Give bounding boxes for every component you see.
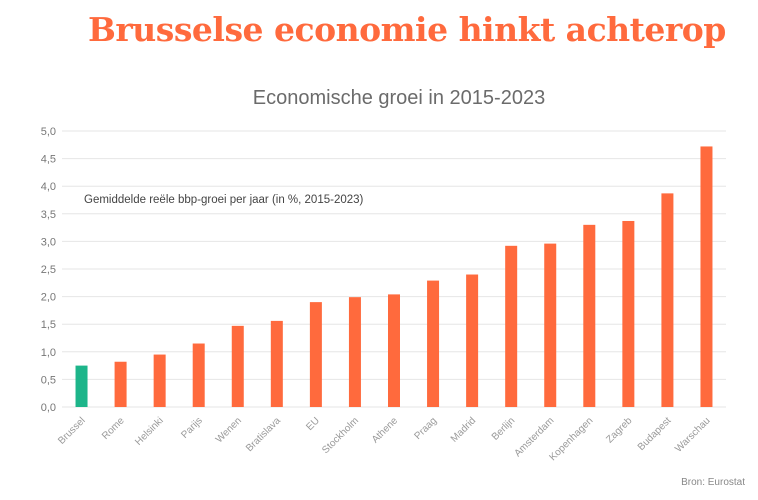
y-tick-label: 0,0 (41, 402, 56, 414)
x-tick-label: Bratislava (244, 415, 283, 454)
x-tick-label: Praag (413, 415, 440, 442)
y-tick-label: 3,0 (41, 236, 56, 248)
x-tick-label: Berlijn (490, 415, 517, 442)
y-tick-label: 5,0 (41, 126, 56, 138)
bar-budapest (661, 193, 674, 407)
chart-title: Economische groei in 2015-2023 (253, 87, 545, 109)
x-tick-label: Helsinki (133, 415, 166, 448)
bars (75, 146, 713, 407)
bar-berlijn (505, 245, 518, 407)
x-tick-label: Stockholm (320, 415, 361, 456)
y-tick-label: 2,5 (41, 264, 56, 276)
x-tick-label: Zagreb (604, 415, 634, 445)
y-tick-label: 4,5 (41, 154, 56, 166)
y-tick-label: 4,0 (41, 181, 56, 193)
bar-warschau (700, 146, 713, 407)
y-tick-label: 1,0 (41, 347, 56, 359)
chart-annotation: Gemiddelde reële bbp-groei per jaar (in … (84, 194, 364, 206)
y-tick-label: 1,5 (41, 319, 56, 331)
bar-rome (114, 361, 127, 407)
bar-eu (309, 302, 322, 407)
x-tick-label: Brussel (56, 415, 87, 446)
bar-zagreb (622, 220, 635, 407)
bar-praag (427, 280, 440, 407)
source-note: Bron: Eurostat (681, 477, 745, 488)
bar-amsterdam (544, 243, 557, 407)
headline: Brusselse economie hinkt achterop (88, 10, 726, 49)
bar-wenen (231, 325, 244, 407)
x-axis: Brussel Rome Helsinki Parijs Wenen Bratislava… (56, 415, 712, 463)
bar-madrid (466, 274, 479, 407)
x-tick-label: Budapest (636, 415, 674, 453)
bar-athene (388, 294, 400, 407)
x-tick-label: EU (304, 415, 322, 433)
bar-kopenhagen (583, 224, 596, 407)
x-tick-label: Madrid (449, 415, 478, 444)
x-tick-label: Warschau (673, 415, 712, 454)
bar-stockholm (348, 297, 361, 407)
x-tick-label: Athene (370, 415, 400, 445)
x-tick-label: Rome (100, 415, 127, 442)
y-axis: 0,0 0,5 1,0 1,5 2,0 2,5 3,0 3,5 4,0 4,5 5,0 (41, 126, 56, 414)
y-tick-label: 2,0 (41, 292, 56, 304)
x-tick-label: Wenen (214, 415, 244, 445)
bar-parijs (192, 343, 205, 407)
bar-brussel (75, 365, 88, 407)
y-tick-label: 0,5 (41, 374, 56, 386)
bar-bratislava (270, 320, 283, 407)
x-tick-label: Parijs (179, 415, 204, 440)
y-tick-label: 3,5 (41, 209, 56, 221)
bar-helsinki (153, 354, 166, 407)
